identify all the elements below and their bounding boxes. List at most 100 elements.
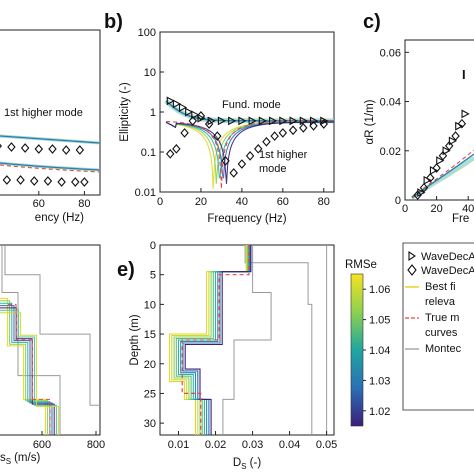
data-point — [445, 141, 454, 151]
legend-label: WaveDecA — [421, 251, 474, 263]
data-point — [191, 110, 200, 120]
x-tick-label: 40 — [462, 203, 474, 215]
data-point — [228, 116, 237, 126]
legend-item-wavedec-triangle: WaveDecA — [408, 250, 474, 263]
data-point — [16, 175, 25, 185]
x-tick-label: 0.02 — [205, 439, 226, 451]
data-point — [204, 119, 214, 129]
y-tick-label: 1 — [150, 107, 156, 119]
panel-c-x-ticks: 0 20 40 — [402, 196, 474, 215]
profile-line — [0, 302, 51, 435]
profile-line — [0, 309, 57, 435]
profile-line — [0, 312, 60, 435]
panel-b-x-ticks: 0 20 40 60 80 — [157, 188, 330, 208]
y-tick-label: 10 — [144, 67, 156, 79]
data-point — [299, 123, 308, 133]
data-point — [178, 103, 188, 112]
panel-d-xlabel: sS (m/s) — [0, 452, 40, 466]
colorbar-tick-label: 1.03 — [369, 375, 390, 387]
y-tick-label: 0 — [395, 195, 401, 207]
data-point — [299, 116, 308, 126]
best-fit-profile — [184, 245, 252, 435]
panel-a-curves — [0, 134, 100, 173]
data-point — [71, 177, 80, 187]
data-point — [457, 118, 467, 129]
legend-item-true-model: True m curves — [405, 312, 459, 339]
data-point — [75, 145, 85, 155]
y-tick-label: 5 — [150, 270, 156, 282]
data-point — [461, 109, 470, 119]
data-point — [309, 121, 318, 131]
panel-b-y-ticks: 0.01 0.1 1 10 100 — [135, 27, 164, 199]
data-point — [289, 116, 298, 126]
panel-a-annotation: 1st higher mode — [4, 107, 83, 119]
data-point — [245, 151, 255, 161]
data-point — [320, 116, 329, 126]
panel-b-markers — [166, 96, 329, 178]
data-point — [413, 190, 422, 200]
y-tick-label: 30 — [144, 418, 156, 430]
data-point — [237, 159, 247, 169]
panel-b-annotation-higher: 1st higher mode — [259, 149, 310, 175]
data-point — [7, 142, 16, 152]
data-point — [254, 143, 263, 154]
x-tick-label: 60 — [277, 196, 289, 208]
data-point — [248, 116, 257, 126]
legend: WaveDecA WaveDecA Best fi releva True m cu… — [402, 242, 474, 411]
colorbar-gradient — [350, 273, 364, 427]
data-point — [166, 148, 175, 159]
legend-item-wavedec-diamond: WaveDecA — [407, 264, 474, 277]
data-point — [213, 131, 222, 141]
data-point — [180, 128, 189, 138]
data-point — [185, 107, 194, 117]
y-tick-label: 20 — [144, 359, 156, 371]
y-tick-label: 100 — [138, 27, 156, 39]
panel-c-letter: c) — [363, 11, 381, 33]
data-point — [438, 150, 448, 161]
panel-a-axes — [0, 29, 101, 196]
x-tick-label: 600 — [33, 439, 51, 451]
x-tick-label: 0.01 — [168, 439, 189, 451]
data-point — [217, 116, 227, 126]
y-tick-label: 0.01 — [135, 187, 156, 199]
panel-e-ylabel: Depth (m) — [129, 314, 141, 365]
data-point — [419, 182, 429, 193]
profile-line — [0, 307, 55, 435]
data-point — [288, 125, 298, 136]
panel-e-profiles — [169, 245, 328, 435]
panel-c-xlabel: Fre — [452, 213, 469, 225]
panel-d: 600 800 sS (m/s) — [0, 244, 105, 466]
data-point — [43, 176, 53, 186]
data-point — [258, 116, 268, 126]
legend-label: True m curves — [425, 312, 459, 339]
x-tick-label: 20 — [430, 203, 442, 215]
y-tick-label: 0 — [150, 240, 156, 252]
y-tick-label: 15 — [144, 329, 156, 341]
panel-c-ylabel: αR (1/m) — [364, 99, 376, 144]
data-point — [20, 143, 30, 153]
data-point — [442, 146, 451, 156]
x-tick-label: 80 — [318, 196, 330, 208]
data-point — [172, 99, 182, 109]
x-tick-label: 80 — [78, 198, 90, 210]
data-point — [0, 143, 2, 149]
profile-line — [0, 305, 53, 435]
profile-line — [0, 300, 49, 435]
panel-d-x-ticks: 600 800 — [33, 431, 105, 451]
true-model-curve — [166, 120, 334, 189]
montecarlo-profile — [244, 245, 313, 435]
panel-e-x-ticks: 0.01 0.02 0.03 0.04 0.05 — [168, 431, 337, 451]
x-tick-label: 20 — [195, 196, 207, 208]
true-model-profile — [181, 245, 250, 435]
colorbar: RMSe 1.02 1.03 1.04 1.05 1.06 — [345, 259, 390, 427]
data-point — [2, 175, 12, 185]
data-point — [80, 177, 89, 187]
y-tick-label: 0.04 — [380, 97, 401, 109]
profile-line — [0, 297, 46, 435]
data-point — [188, 116, 197, 126]
panel-e: e) 0 5 10 15 20 25 30 0.01 0.02 0.03 0.04 0.05 Dep… — [117, 240, 337, 471]
data-point — [166, 96, 175, 106]
legend-item-montecarlo: Montec — [405, 343, 462, 355]
y-tick-label: 0.1 — [141, 147, 156, 159]
panel-e-y-ticks: 0 5 10 15 20 25 30 — [144, 240, 164, 430]
